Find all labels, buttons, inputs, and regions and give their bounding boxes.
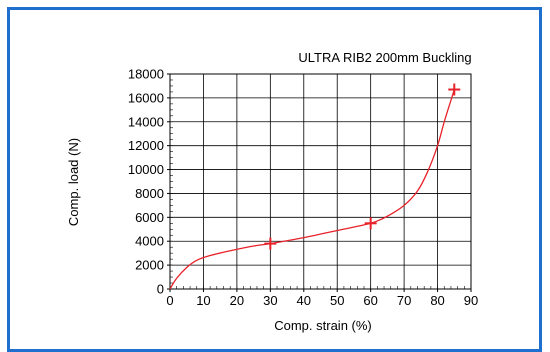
- x-axis-title: Comp. strain (%): [274, 318, 372, 333]
- x-tick-label: 20: [230, 293, 244, 308]
- y-tick-label: 8000: [135, 186, 164, 201]
- grid-lines: [170, 74, 471, 289]
- y-tick-label: 2000: [135, 258, 164, 273]
- x-tick-label: 10: [196, 293, 210, 308]
- plot-area: [169, 73, 472, 290]
- y-tick-label: 18000: [128, 67, 164, 82]
- x-tick-label: 30: [263, 293, 277, 308]
- x-tick-label: 70: [397, 293, 411, 308]
- y-tick-label: 10000: [128, 162, 164, 177]
- y-tick-label: 16000: [128, 90, 164, 105]
- x-tick-label: 50: [330, 293, 344, 308]
- y-tick-label: 6000: [135, 210, 164, 225]
- x-tick-label: 40: [297, 293, 311, 308]
- series-line-0: [169, 89, 455, 290]
- series-layer: [169, 83, 461, 290]
- y-tick-label: 14000: [128, 114, 164, 129]
- chart-svg: 0 10 20 30 40 50 60 70 80 90 0 2000 4000 6000 8000 100…: [66, 50, 478, 333]
- y-tick-label: 4000: [135, 234, 164, 249]
- x-tick-label: 80: [430, 293, 444, 308]
- y-tick-label: 0: [157, 282, 164, 297]
- chart-title: ULTRA RIB2 200mm Buckling: [298, 50, 471, 65]
- chart-frame: [7, 7, 542, 352]
- x-axis-ticks: 0 10 20 30 40 50 60 70 80 90: [166, 286, 478, 308]
- x-tick-label: 60: [363, 293, 377, 308]
- y-axis-ticks: 0 2000 4000 6000 8000 10000 12000 14000 16000 180…: [128, 67, 173, 297]
- x-tick-label: 0: [166, 293, 173, 308]
- x-tick-label: 90: [464, 293, 478, 308]
- y-tick-label: 12000: [128, 138, 164, 153]
- y-axis-title: Comp. load (N): [66, 138, 81, 226]
